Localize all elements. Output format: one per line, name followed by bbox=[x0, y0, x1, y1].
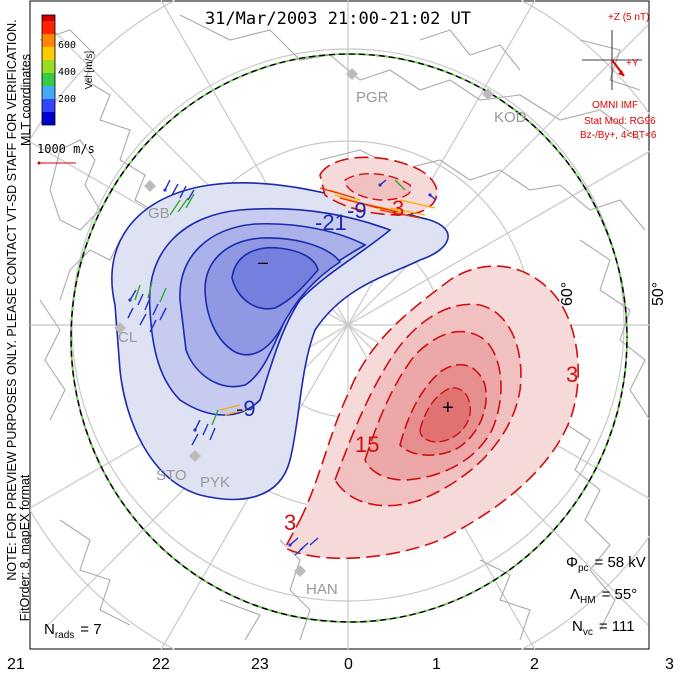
imf-source: OMNI IMF bbox=[592, 100, 638, 111]
fit-order-label: FitOrder: 8, mapEX format bbox=[18, 474, 32, 621]
station-label-cl: CL bbox=[118, 329, 137, 346]
imf-dial bbox=[582, 30, 642, 90]
negative-cell bbox=[111, 182, 449, 501]
potential-max-marker: + bbox=[442, 397, 454, 419]
contour-label-pos-3-top: 3 bbox=[392, 196, 404, 221]
mlt-tick-22: 22 bbox=[152, 656, 170, 673]
phi-pc-stat: Φpc = 58 kV bbox=[566, 554, 646, 574]
contour-label-pos-3-bottom: 3 bbox=[284, 510, 296, 535]
imf-z-label: +Z (5 nT) bbox=[608, 12, 649, 23]
positive-cell bbox=[283, 156, 579, 560]
preview-notice: NOTE: FOR PREVIEW PURPOSES ONLY. PLEASE … bbox=[5, 19, 19, 580]
mlt-coordinates-label: MLT coordinates bbox=[19, 54, 33, 146]
mlt-tick-23: 23 bbox=[251, 656, 269, 673]
mlt-tick-21: 21 bbox=[7, 656, 25, 673]
coastlines bbox=[39, 14, 650, 641]
mlt-tick-3: 3 bbox=[665, 656, 674, 673]
colorbar-tick-600: 600 bbox=[58, 40, 76, 51]
hm-boundary-dash bbox=[70, 53, 628, 623]
contour-label-pos-3-right: 3 bbox=[566, 362, 578, 387]
imf-condition: Bz-/By+, 4<BT<6 bbox=[580, 130, 657, 141]
contour-label-neg-21: -21 bbox=[315, 210, 347, 235]
station-label-sto: STO bbox=[156, 467, 187, 484]
contour-label-neg-9: -9 bbox=[236, 396, 256, 421]
station-label-han: HAN bbox=[306, 581, 338, 598]
reference-vector-label: 1000 m/s bbox=[37, 142, 95, 156]
velocity-vectors bbox=[127, 179, 437, 556]
station-label-pgr: PGR bbox=[356, 89, 389, 106]
station-markers bbox=[114, 68, 494, 577]
imf-stat-mod: Stat Mod: RG96 bbox=[584, 116, 656, 127]
imf-y-label: +Y bbox=[626, 58, 639, 69]
latitude-label-60: 60° bbox=[559, 282, 576, 306]
mlt-tick-1: 1 bbox=[432, 656, 441, 673]
station-label-pyk: PYK bbox=[200, 474, 230, 491]
colorbar-tick-400: 400 bbox=[58, 67, 76, 78]
station-label-gb: GB bbox=[148, 205, 170, 222]
mlt-tick-2: 2 bbox=[530, 656, 539, 673]
contour-label-pos-15: 15 bbox=[355, 432, 379, 457]
colorbar-tick-200: 200 bbox=[58, 94, 76, 105]
latitude-label-50: 50° bbox=[650, 282, 667, 306]
mlt-tick-0: 0 bbox=[344, 656, 353, 673]
nvc-stat: Nvc = 111 bbox=[572, 618, 635, 638]
colorbar-label: Vel [m/s] bbox=[84, 51, 95, 90]
potential-min-marker: – bbox=[258, 252, 268, 272]
lambda-hm-stat: ΛHM = 55° bbox=[570, 586, 637, 606]
contour-label-neg-9-top: -9 bbox=[347, 198, 367, 223]
station-label-kod: KOD bbox=[494, 109, 527, 126]
page-title: 31/Mar/2003 21:00-21:02 UT bbox=[205, 9, 471, 29]
reference-vector-dot bbox=[37, 161, 41, 165]
nrads-stat: Nrads = 7 bbox=[44, 621, 102, 641]
velocity-colorbar bbox=[41, 14, 56, 126]
